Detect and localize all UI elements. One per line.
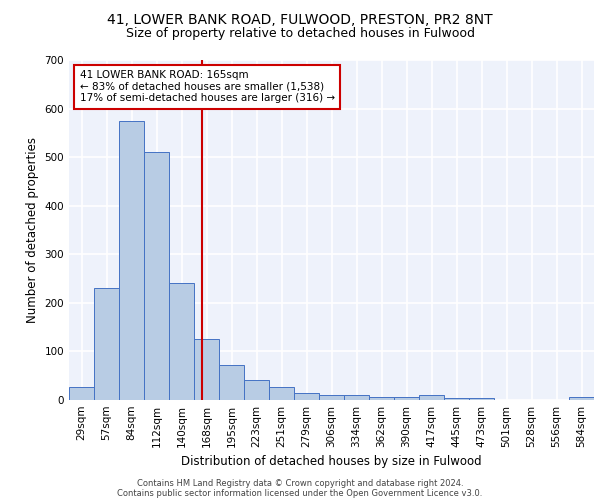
Bar: [294, 392, 319, 400]
Text: Contains HM Land Registry data © Crown copyright and database right 2024.: Contains HM Land Registry data © Crown c…: [137, 478, 463, 488]
Bar: [194, 340, 219, 400]
Bar: [469, 398, 494, 400]
Text: 41 LOWER BANK ROAD: 165sqm
← 83% of detached houses are smaller (1,538)
17% of s: 41 LOWER BANK ROAD: 165sqm ← 83% of deta…: [79, 70, 335, 103]
Y-axis label: Number of detached properties: Number of detached properties: [26, 137, 39, 323]
Bar: [569, 396, 594, 400]
Bar: [219, 365, 244, 400]
Bar: [369, 397, 394, 400]
Bar: [419, 395, 444, 400]
Bar: [69, 387, 94, 400]
Bar: [119, 120, 144, 400]
Bar: [269, 387, 294, 400]
Bar: [394, 397, 419, 400]
Bar: [244, 380, 269, 400]
Bar: [344, 395, 369, 400]
Bar: [144, 152, 169, 400]
X-axis label: Distribution of detached houses by size in Fulwood: Distribution of detached houses by size …: [181, 456, 482, 468]
Bar: [169, 284, 194, 400]
Bar: [444, 398, 469, 400]
Text: Contains public sector information licensed under the Open Government Licence v3: Contains public sector information licen…: [118, 488, 482, 498]
Bar: [319, 395, 344, 400]
Bar: [94, 288, 119, 400]
Text: 41, LOWER BANK ROAD, FULWOOD, PRESTON, PR2 8NT: 41, LOWER BANK ROAD, FULWOOD, PRESTON, P…: [107, 12, 493, 26]
Text: Size of property relative to detached houses in Fulwood: Size of property relative to detached ho…: [125, 28, 475, 40]
